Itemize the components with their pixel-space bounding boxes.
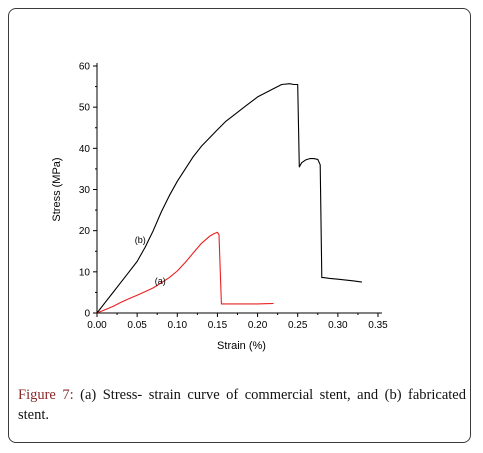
x-tick-label: 0.15 [208,320,228,331]
y-tick-label: 10 [79,267,91,278]
annotation-group: (b) (a) [135,235,166,286]
figure-frame [8,8,471,443]
caption-label: Figure 7: [18,387,74,403]
x-tick-label: 0.20 [248,320,268,331]
y-tick-label: 30 [79,185,91,196]
series-line-a [96,231,274,314]
x-tick-label: 0.25 [288,320,308,331]
x-tick-label: 0.30 [328,320,348,331]
x-tick-label: 0.35 [368,320,388,331]
x-tick-label: 0.00 [87,320,107,331]
y-tick-label: 40 [79,144,91,155]
x-axis-label: Strain (%) [217,340,266,352]
x-tick-label: 0.05 [127,320,147,331]
series-line-b [96,83,362,314]
series-group [96,83,362,314]
figure-caption: Figure 7: (a) Stress- strain curve of co… [18,385,466,425]
y-tick-label: 0 [84,309,90,320]
x-tick-label: 0.10 [168,320,188,331]
curve-annotation: (a) [155,276,166,286]
y-tick-label: 60 [79,62,91,73]
x-axis-ticks: 0.00 0.05 0.10 0.15 0.20 0.25 0.30 0.35 [87,313,388,331]
y-axis-ticks: 0 10 20 30 40 50 60 [79,62,97,320]
y-tick-label: 20 [79,226,91,237]
y-tick-label: 50 [79,103,91,114]
caption-text: (a) Stress- strain curve of commercial s… [18,387,466,423]
y-axis-label: Stress (MPa) [51,157,63,221]
curve-annotation: (b) [135,235,146,245]
